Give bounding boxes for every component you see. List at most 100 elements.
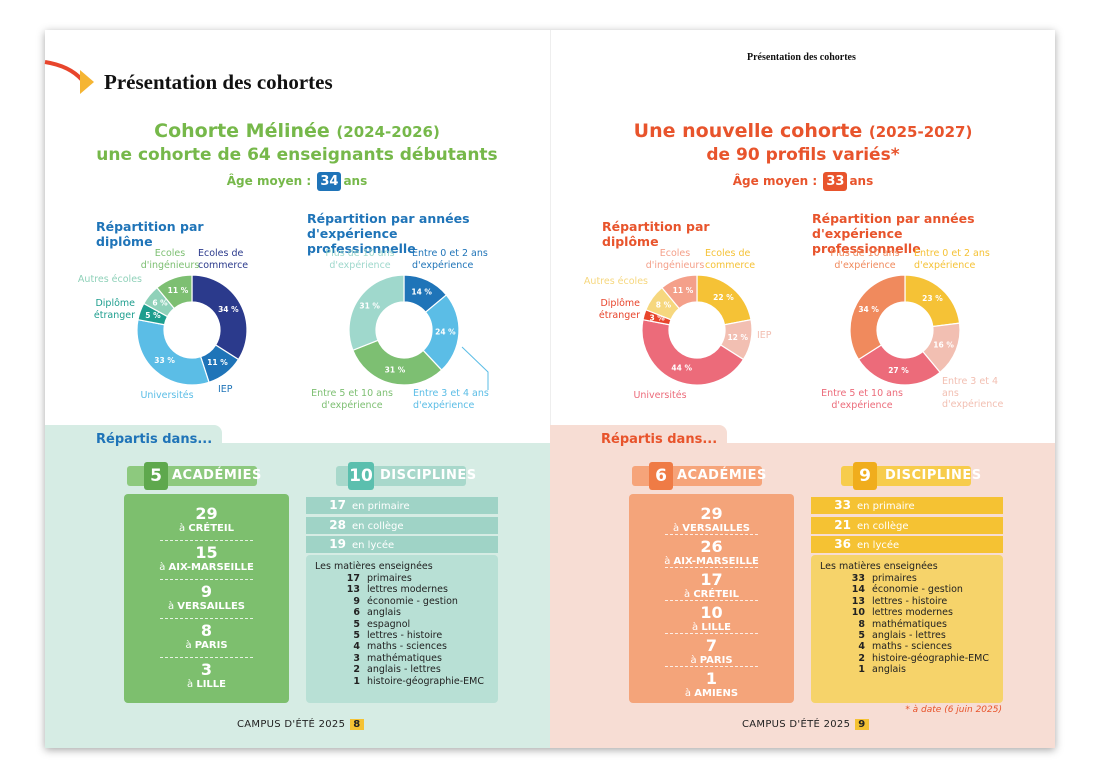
academy-place: à AIX-MARSEILLE (629, 556, 794, 567)
academy-name: AMIENS (694, 688, 739, 699)
academy-place: à VERSAILLES (629, 523, 794, 534)
donut-slice (352, 339, 443, 386)
header-arrow (80, 70, 94, 94)
subject-label: histoire-géographie-EMC (367, 675, 484, 687)
value-label: 6 % (152, 299, 168, 308)
age-unit: ans (849, 174, 874, 188)
value-label: 23 % (922, 294, 943, 303)
separator (665, 600, 758, 601)
badge-count: 9 (853, 462, 877, 490)
separator (665, 534, 758, 535)
category-label: Diplôme étranger (93, 298, 135, 321)
page-number: 8 (350, 719, 364, 730)
subject-count: 10 (851, 607, 865, 619)
subject-label: maths - sciences (872, 641, 952, 653)
subject-count: 13 (346, 584, 360, 596)
level-count: 17 (329, 498, 346, 512)
badge-count: 10 (348, 462, 374, 490)
category-label: Universités (633, 390, 687, 401)
age-line: Âge moyen : 33 ans (653, 172, 953, 191)
academy-prefix: à (664, 556, 671, 567)
category-label: Entre 3 et 4 ans d'expérience (942, 376, 1004, 410)
separator (160, 618, 253, 619)
subject-count: 9 (353, 595, 360, 607)
donut-slice (348, 274, 405, 352)
category-label: Ecoles de commerce (198, 248, 249, 271)
subject-label: lettres - histoire (367, 630, 443, 641)
level-row: 36 en lycée (811, 536, 1003, 553)
academy-count: 29 (195, 504, 218, 523)
donut-slice (191, 274, 248, 361)
subjects-box (811, 555, 1003, 703)
age-value: 34 (317, 172, 342, 191)
academy-count: 1 (705, 669, 718, 688)
academy-name: VERSAILLES (177, 601, 246, 612)
separator (665, 633, 758, 634)
academy-name: AIX-MARSEILLE (673, 556, 759, 567)
page-number: 9 (855, 719, 869, 730)
subject-count: 6 (353, 607, 360, 619)
page-title: Présentation des cohortes (104, 70, 333, 94)
academy-count: 8 (200, 621, 213, 640)
leader-line (461, 346, 489, 390)
level-label: en primaire (352, 501, 410, 512)
badge-label: ACADÉMIES (677, 468, 767, 483)
footer: CAMPUS D'ÉTÉ 2025 8 (237, 719, 364, 730)
subject-label: mathématiques (872, 618, 947, 630)
subjects-title: Les matières enseignées (315, 561, 433, 572)
footnote: * à date (6 juin 2025) (905, 705, 1002, 715)
subject-count: 3 (353, 652, 360, 664)
value-label: 8 % (656, 301, 672, 310)
cohort-title: Une nouvelle cohorte (2025-2027) (573, 120, 1033, 142)
academies-box (629, 494, 794, 703)
category-label: IEP (757, 330, 772, 341)
subjects-title: Les matières enseignées (820, 561, 938, 572)
level-label: en lycée (352, 540, 395, 551)
age-value: 33 (823, 172, 848, 191)
subject-label: primaires (367, 573, 412, 584)
level-label: en collège (857, 520, 909, 532)
category-label: Ecoles de commerce (705, 248, 756, 271)
level-row: 17 en primaire (306, 497, 498, 514)
badge-label: DISCIPLINES (885, 468, 982, 483)
subject-label: lettres modernes (872, 607, 953, 619)
level-label: en primaire (857, 501, 915, 512)
category-label: Autres écoles (583, 276, 648, 287)
academy-name: CRÉTEIL (188, 523, 234, 534)
level-count: 21 (834, 517, 851, 532)
chart-title: Répartition par diplôme (602, 219, 710, 249)
category-label: Entre 5 et 10 ans d'expérience (311, 388, 393, 411)
age-label: Âge moyen : (226, 174, 312, 188)
subject-count: 5 (353, 618, 360, 630)
age-label: Âge moyen : (732, 174, 818, 188)
academy-name: CRÉTEIL (693, 589, 739, 600)
value-label: 31 % (359, 302, 380, 311)
category-label: Entre 0 et 2 ans d'expérience (914, 248, 990, 271)
subject-label: lettres modernes (367, 584, 448, 596)
academy-prefix: à (672, 523, 680, 534)
subject-count: 14 (851, 584, 865, 596)
separator (160, 579, 253, 580)
subject-count: 4 (858, 641, 865, 653)
subject-count: 2 (353, 664, 360, 676)
value-label: 33 % (154, 356, 175, 365)
category-label: Autres écoles (77, 274, 142, 285)
chart-title: Répartition par années d'expérience prof… (307, 211, 470, 256)
donut-slice (136, 318, 210, 386)
category-label: Plus de 10 ans d'expérience (830, 248, 900, 271)
academy-place: à CRÉTEIL (124, 523, 289, 534)
badge-label: DISCIPLINES (380, 468, 477, 483)
level-count: 28 (329, 517, 346, 532)
academy-name: PARIS (699, 655, 733, 666)
level-row: 33 en primaire (811, 497, 1003, 514)
category-label: Universités (140, 390, 194, 401)
academy-place: à VERSAILLES (124, 601, 289, 612)
academy-prefix: à (692, 622, 699, 633)
separator (160, 540, 253, 541)
subject-count: 13 (851, 595, 865, 607)
header-swoosh (44, 60, 84, 82)
badge-label: ACADÉMIES (172, 468, 262, 483)
academy-place: à PARIS (629, 655, 794, 666)
